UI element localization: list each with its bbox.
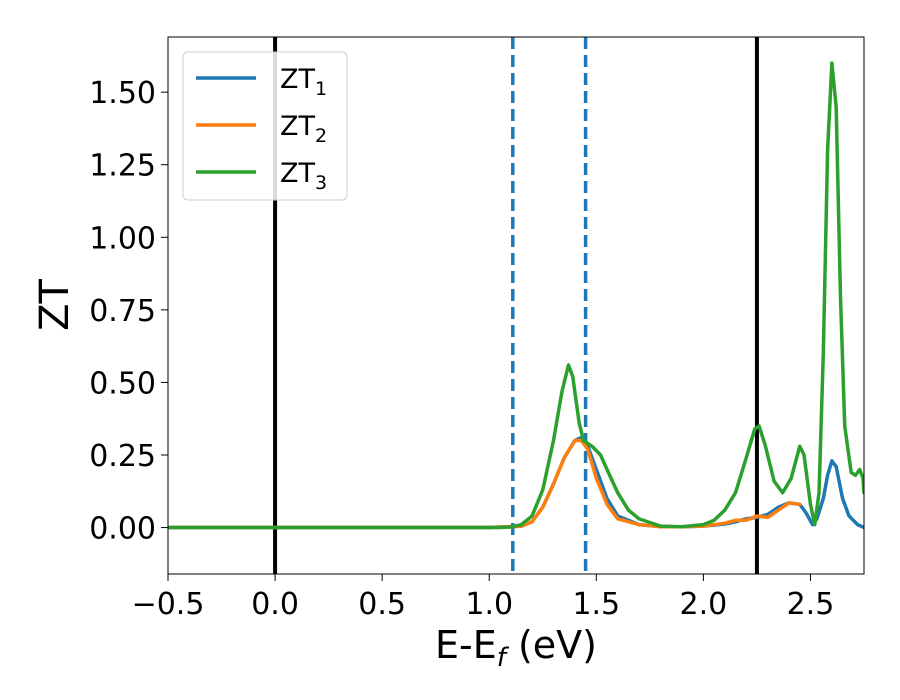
x-tick-label: −0.5 [132,587,205,622]
series-line-zt2 [168,438,802,530]
legend-label-zt3: ZT3 [280,158,327,194]
x-tick-label: 1.5 [572,587,620,622]
x-axis-ticks: −0.5 0.0 0.5 1.0 1.5 2.0 2.5 [132,574,835,622]
x-axis-label: E-Ef (eV) [435,623,597,673]
x-axis-label-main: E-E [435,623,497,667]
x-tick-label: 1.0 [465,587,513,622]
y-tick-label: 1.00 [89,221,156,256]
y-axis-label: ZT [32,279,78,331]
legend-items: ZT1 ZT2 ZT3 [196,64,327,194]
series-line-zt3 [168,61,864,530]
y-tick-label: 0.75 [89,294,156,329]
legend: ZT1 ZT2 ZT3 [182,51,348,201]
x-axis-label-unit: (eV) [506,623,597,667]
x-tick-label: 0.5 [358,587,406,622]
legend-label-zt1: ZT1 [280,64,327,100]
y-tick-label: 0.25 [89,439,156,474]
plot-frame [167,36,865,575]
y-tick-label: 1.25 [89,149,156,184]
y-tick-label: 1.50 [89,76,156,111]
y-tick-label: 0.50 [89,366,156,401]
series-lines [168,61,864,530]
legend-label-zt2: ZT2 [280,111,327,147]
y-axis-ticks: 0.00 0.25 0.50 0.75 1.00 1.25 1.50 [89,76,168,547]
y-tick-label: 0.00 [89,512,156,547]
x-tick-label: 2.0 [680,587,728,622]
legend-box [182,51,348,201]
x-tick-label: 0.0 [251,587,299,622]
x-tick-label: 2.5 [787,587,835,622]
